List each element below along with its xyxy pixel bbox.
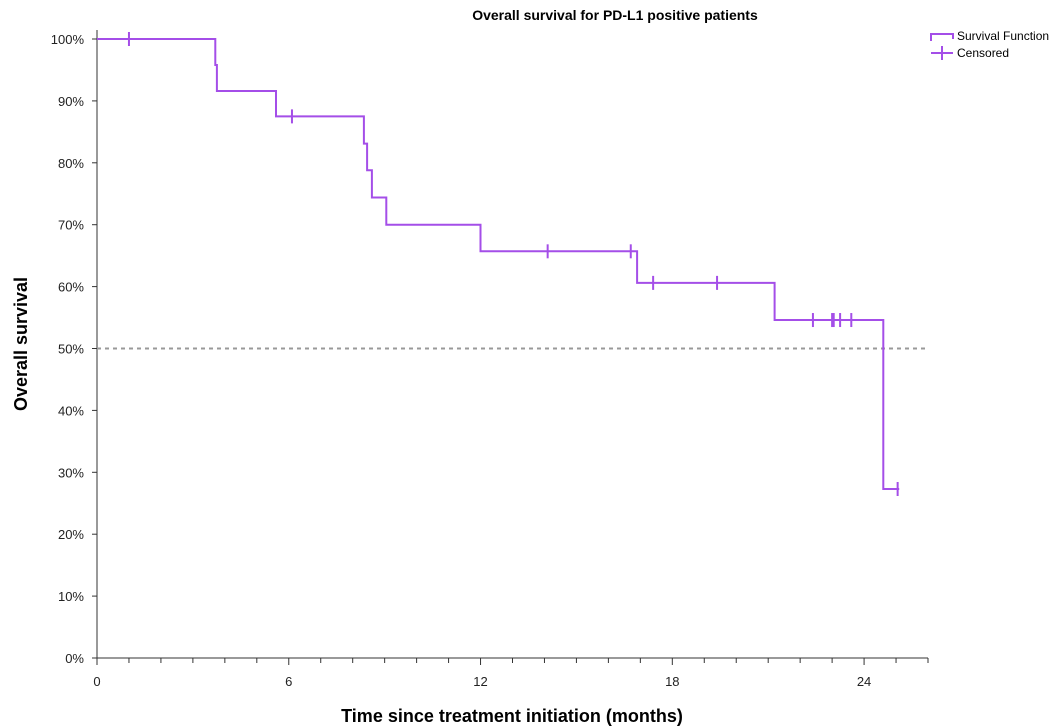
legend-censored-label: Censored <box>957 46 1009 60</box>
y-axis-title: Overall survival <box>11 277 31 411</box>
y-tick-label: 70% <box>58 218 84 233</box>
survival-function-line <box>97 38 900 490</box>
y-tick-label: 30% <box>58 465 84 480</box>
y-tick-label: 100% <box>51 32 85 47</box>
censored-markers <box>127 32 899 497</box>
y-tick-label: 0% <box>65 651 84 666</box>
y-tick-label: 80% <box>58 156 84 171</box>
y-tick-label: 10% <box>58 589 84 604</box>
y-tick-label: 60% <box>58 280 84 295</box>
x-tick-label: 12 <box>473 674 487 689</box>
chart-title: Overall survival for PD-L1 positive pati… <box>472 7 758 23</box>
legend-survival-swatch <box>930 33 954 41</box>
x-axis-ticks: 0 6 12 18 24 <box>93 658 929 689</box>
x-tick-label: 18 <box>665 674 679 689</box>
x-tick-label: 24 <box>857 674 871 689</box>
y-tick-label: 50% <box>58 342 84 357</box>
x-tick-label: 6 <box>285 674 292 689</box>
y-tick-label: 40% <box>58 403 84 418</box>
y-tick-label: 20% <box>58 527 84 542</box>
y-tick-label: 90% <box>58 94 84 109</box>
legend-survival-label: Survival Function <box>957 29 1049 43</box>
x-tick-label: 0 <box>93 674 100 689</box>
y-axis-ticks: 0% 10% 20% 30% 40% 50% 60% 70% 80% 90% 100% <box>51 32 97 666</box>
legend: Survival Function Censored <box>930 29 1049 60</box>
x-axis-title: Time since treatment initiation (months) <box>341 706 683 726</box>
